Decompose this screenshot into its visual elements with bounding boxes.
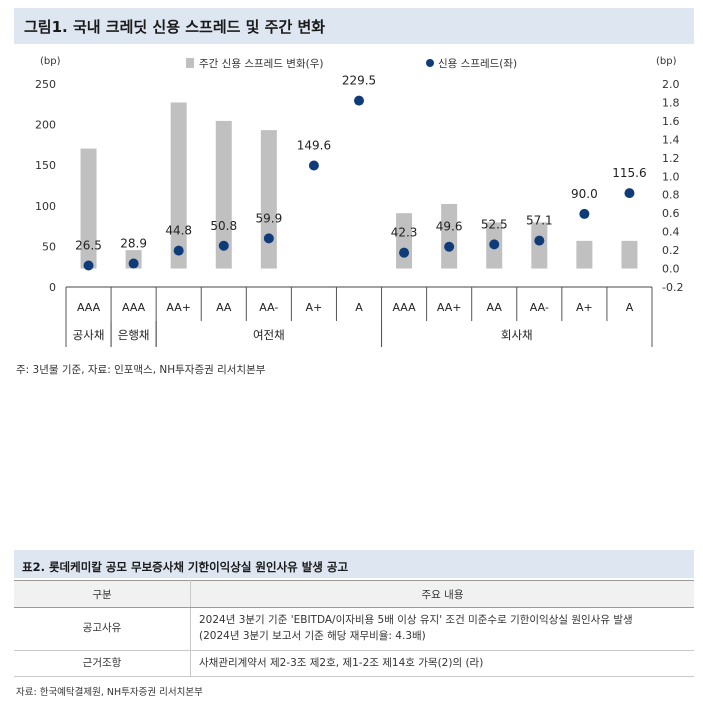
data-label: 28.9: [120, 237, 147, 251]
left-tick-label: 0: [49, 281, 56, 294]
data-label: 229.5: [342, 74, 376, 88]
category-label: A: [626, 301, 634, 314]
table-title: 표2. 롯데케미칼 공모 무보증사채 기한이익상실 원인사유 발생 공고: [22, 560, 349, 574]
category-label: AAA: [122, 301, 146, 314]
category-label: AA+: [437, 301, 462, 314]
right-tick-label: 0.0: [662, 263, 680, 276]
category-label: AAA: [77, 301, 101, 314]
data-label: 57.1: [526, 214, 553, 228]
data-label: 115.6: [612, 166, 646, 180]
dot-credit-spread: [489, 239, 500, 250]
right-tick-label: 0.6: [662, 207, 680, 220]
right-tick-label: 1.8: [662, 96, 680, 109]
data-label: 49.6: [436, 220, 463, 234]
credit-spread-chart: (bp) (bp) 주간 신용 스프레드 변화(우) 신용 스프레드(좌) 250 200…: [35, 56, 683, 347]
row-content: 사채관리계약서 제2-3조 제2호, 제1-2조 제14호 가목(2)의 (라): [190, 650, 694, 678]
group-label: 은행채: [118, 328, 150, 342]
right-tick-label: 1.0: [662, 170, 680, 183]
figure-title: 그림1. 국내 크레딧 신용 스프레드 및 주간 변화: [24, 18, 326, 36]
bar-weekly-change: [621, 240, 638, 269]
row-label: 근거조항: [14, 650, 191, 678]
data-label: 50.8: [210, 219, 237, 233]
data-label: 42.3: [391, 226, 418, 240]
dot-credit-spread: [128, 258, 139, 269]
bar-weekly-change: [396, 213, 413, 269]
category-label: AAA: [392, 301, 416, 314]
dot-credit-spread: [534, 235, 545, 246]
table-header-row: 구분 주요 내용: [14, 580, 694, 608]
data-label: 52.5: [481, 217, 508, 231]
legend-swatch-bar: [186, 58, 194, 68]
category-label: A+: [576, 301, 593, 314]
dot-credit-spread: [399, 247, 410, 258]
table-source: 자료: 한국예탁결제원, NH투자증권 리서치본부: [16, 687, 203, 698]
legend-swatch-dot: [426, 59, 434, 67]
row-content: 2024년 3분기 기준 'EBITDA/이자비용 5배 이상 유지' 조건 미…: [190, 607, 694, 651]
category-label: A: [355, 301, 363, 314]
right-tick-label: 1.4: [662, 133, 680, 146]
data-label: 59.9: [255, 211, 282, 225]
dot-credit-spread: [83, 260, 94, 271]
row-content-line: 사채관리계약서 제2-3조 제2호, 제1-2조 제14호 가목(2)의 (라): [199, 656, 484, 669]
group-label: 공사채: [73, 328, 105, 342]
table-row: 근거조항 사채관리계약서 제2-3조 제2호, 제1-2조 제14호 가목(2)…: [14, 650, 694, 678]
left-tick-label: 100: [35, 200, 56, 213]
info-table: 구분 주요 내용 공고사유 2024년 3분기 기준 'EBITDA/이자비용 …: [14, 580, 694, 678]
bar-weekly-change: [80, 148, 97, 269]
row-content-line: (2024년 3분기 보고서 기준 해당 재무비율: 4.3배): [199, 629, 426, 642]
left-tick-label: 50: [42, 240, 56, 253]
bar-weekly-change: [260, 130, 277, 269]
dot-credit-spread: [263, 233, 274, 244]
right-tick-label: 1.6: [662, 115, 680, 128]
group-label: 회사채: [501, 328, 533, 342]
figure-header: 그림1. 국내 크레딧 신용 스프레드 및 주간 변화: [14, 8, 694, 44]
category-label: A+: [306, 301, 323, 314]
category-label: AA: [216, 301, 232, 314]
right-tick-label: 0.2: [662, 244, 680, 257]
bar-weekly-change: [441, 203, 458, 269]
dot-credit-spread: [444, 241, 455, 252]
row-label: 공고사유: [14, 607, 191, 651]
category-label: AA-: [259, 301, 278, 314]
dot-credit-spread: [624, 188, 635, 199]
legend-label-dot: 신용 스프레드(좌): [438, 58, 517, 70]
category-label: AA: [487, 301, 503, 314]
column-header-category: 구분: [14, 580, 191, 608]
bar-weekly-change: [170, 102, 187, 269]
right-tick-label: -0.2: [662, 281, 683, 294]
right-tick-label: 1.2: [662, 152, 680, 165]
figure-note: 주: 3년물 기준, 자료: 인포맥스, NH투자증권 리서치본부: [16, 364, 266, 376]
right-tick-label: 0.8: [662, 189, 680, 202]
dot-credit-spread: [218, 240, 229, 251]
group-label: 여전채: [253, 328, 285, 342]
right-tick-label: 0.4: [662, 226, 680, 239]
left-tick-label: 200: [35, 119, 56, 132]
row-content-line: 2024년 3분기 기준 'EBITDA/이자비용 5배 이상 유지' 조건 미…: [199, 614, 633, 626]
left-axis-unit: (bp): [40, 56, 61, 67]
bar-weekly-change: [576, 240, 593, 269]
column-header-content: 주요 내용: [190, 580, 694, 608]
data-label: 149.6: [297, 139, 331, 153]
bar-weekly-change: [215, 120, 232, 269]
dot-credit-spread: [579, 208, 590, 219]
category-label: AA+: [166, 301, 191, 314]
dot-credit-spread: [354, 95, 364, 106]
table-header: 표2. 롯데케미칼 공모 무보증사채 기한이익상실 원인사유 발생 공고: [14, 550, 694, 578]
right-axis-unit: (bp): [656, 56, 677, 67]
data-label: 44.8: [165, 224, 192, 238]
category-label: AA-: [530, 301, 549, 314]
legend-label-bar: 주간 신용 스프레드 변화(우): [199, 58, 323, 70]
dot-credit-spread: [173, 245, 184, 256]
data-label: 26.5: [75, 238, 102, 252]
dot-credit-spread: [308, 160, 319, 171]
left-tick-label: 150: [35, 159, 56, 172]
left-tick-label: 250: [35, 78, 56, 91]
table-row: 공고사유 2024년 3분기 기준 'EBITDA/이자비용 5배 이상 유지'…: [14, 607, 694, 651]
data-label: 90.0: [571, 187, 598, 201]
right-tick-label: 2.0: [662, 78, 680, 91]
